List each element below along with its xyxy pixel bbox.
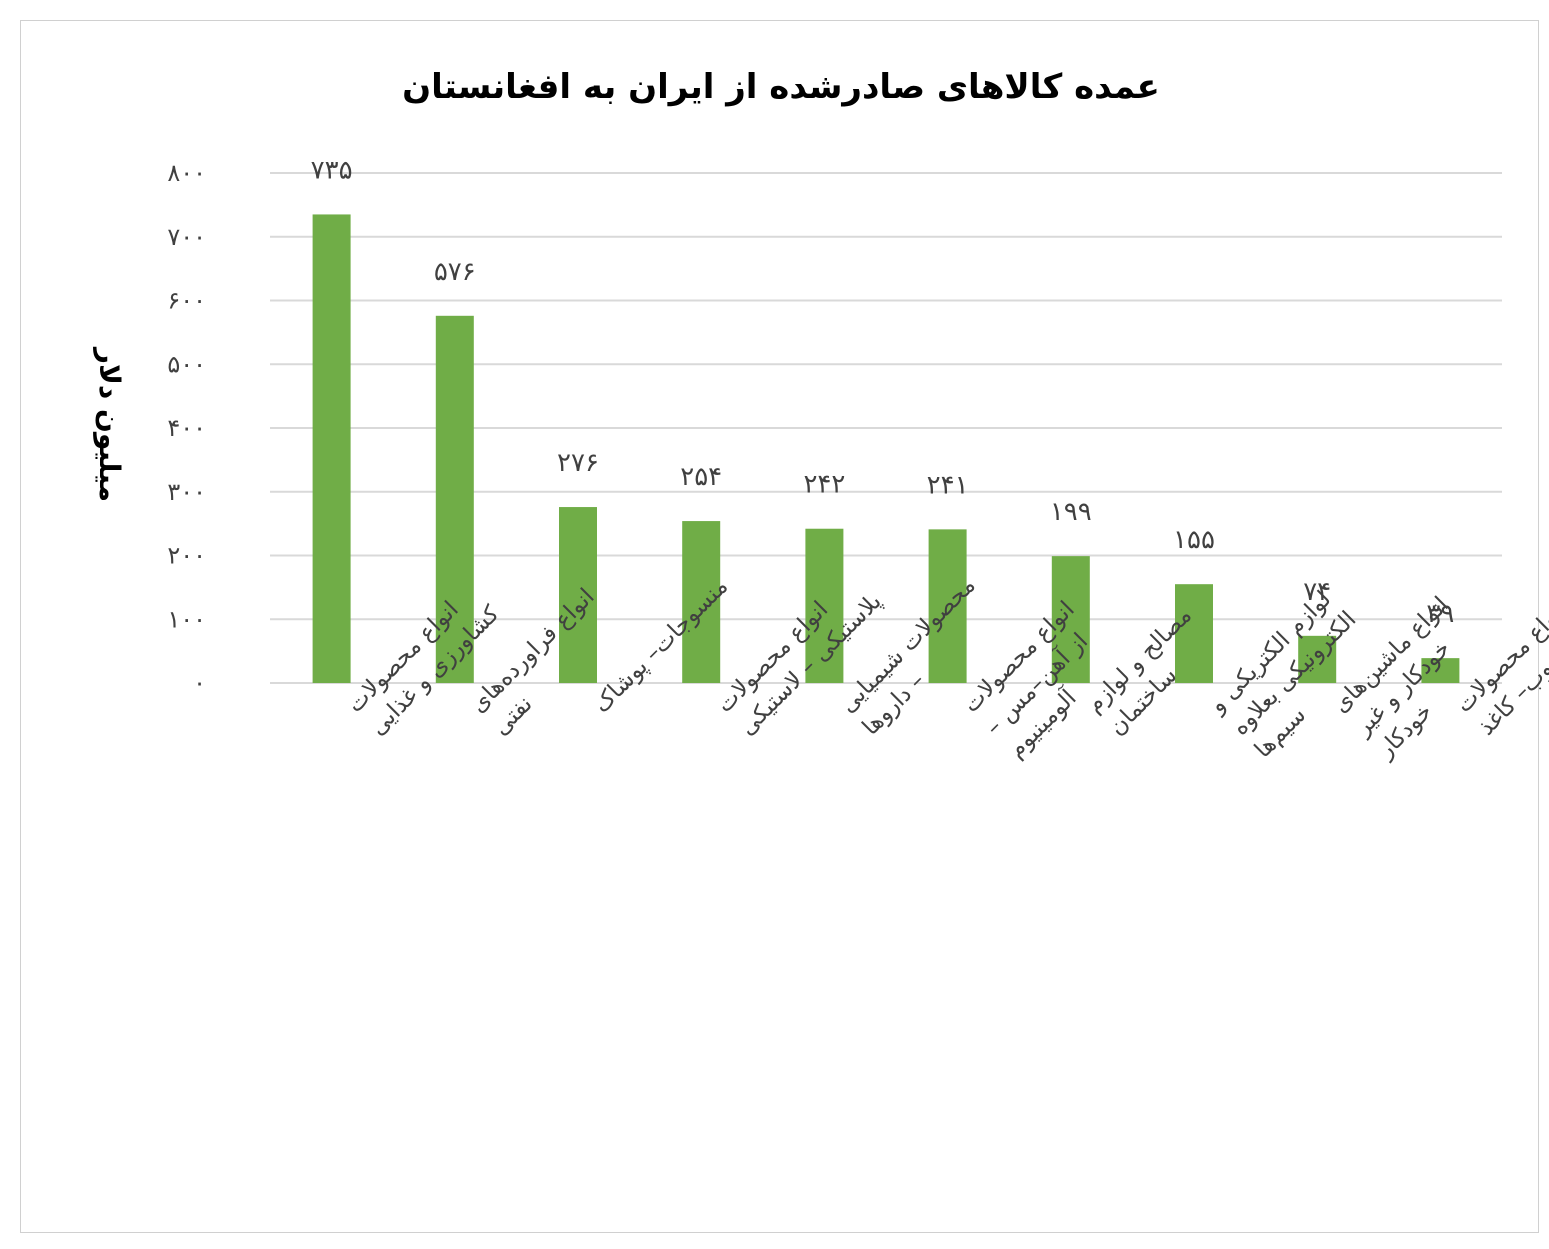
y-tick-label: ۶۰۰: [167, 287, 206, 315]
y-tick-label: ۰: [193, 669, 206, 697]
bar: [435, 315, 474, 683]
y-tick-label: ۸۰۰: [167, 159, 206, 187]
data-label: ۱۵۵: [1173, 525, 1215, 555]
y-axis-label: میلیون دلار: [93, 346, 126, 502]
data-label: ۵۷۶: [434, 257, 476, 287]
data-label: ۱۹۹: [1050, 497, 1092, 527]
bar: [682, 521, 721, 683]
bar: [559, 507, 597, 683]
bar: [1175, 584, 1213, 683]
chart-title: عمده کالاهای صادرشده از ایران به افغانست…: [402, 67, 1160, 107]
data-label: ۲۴۲: [803, 470, 845, 500]
data-label: ۲۷۶: [557, 448, 599, 478]
data-label: ۲۵۴: [680, 462, 722, 492]
data-label: ۲۴۱: [927, 470, 969, 500]
bars: [312, 214, 1460, 683]
bar: [312, 214, 351, 683]
data-labels: ۷۳۵ ۵۷۶ ۲۷۶ ۲۵۴ ۲۴۲ ۲۴۱ ۱۹۹ ۱۵۵ ۷۴ ۳۹: [311, 155, 1455, 629]
bar: [1051, 556, 1090, 683]
y-tick-label: ۵۰۰: [167, 350, 206, 378]
bar: [1298, 635, 1337, 683]
y-axis-ticks: ۰ ۱۰۰ ۲۰۰ ۳۰۰ ۴۰۰ ۵۰۰ ۶۰۰ ۷۰۰ ۸۰۰: [167, 159, 206, 697]
bar: [928, 529, 967, 683]
gridlines: [270, 172, 1502, 684]
chart-frame: [20, 20, 1539, 1233]
y-tick-label: ۳۰۰: [167, 478, 206, 506]
y-tick-label: ۲۰۰: [167, 542, 206, 570]
bar: [805, 528, 844, 683]
data-label: ۳۹: [1426, 599, 1454, 629]
data-label: ۷۴: [1303, 577, 1331, 607]
y-tick-label: ۴۰۰: [167, 414, 206, 442]
bar: [1421, 658, 1460, 683]
y-tick-label: ۱۰۰: [167, 605, 206, 633]
y-tick-label: ۷۰۰: [167, 223, 206, 251]
data-label: ۷۳۵: [311, 155, 353, 185]
